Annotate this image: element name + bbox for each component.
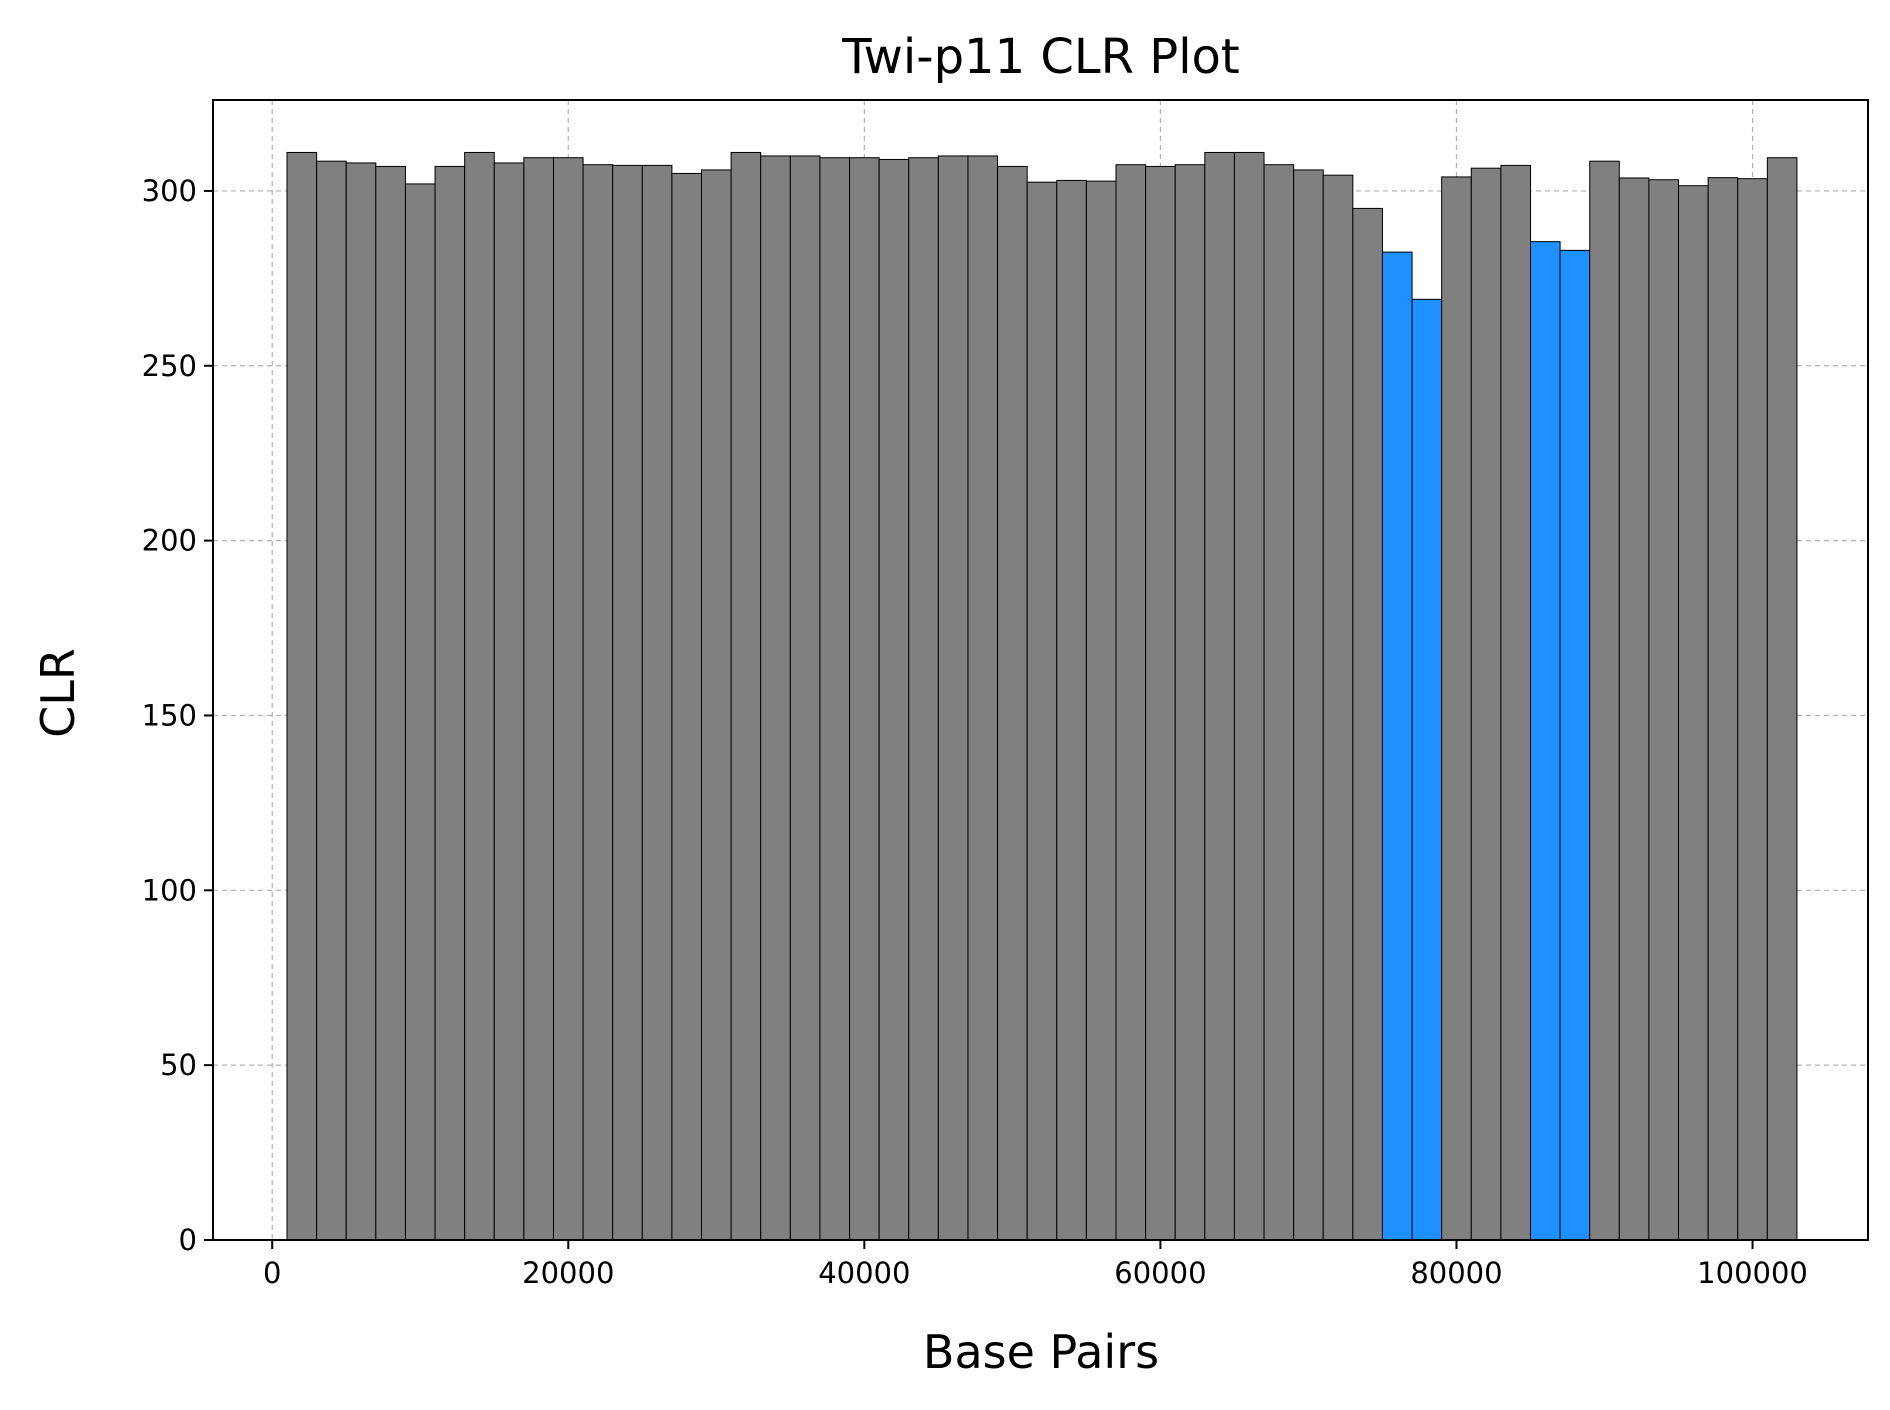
bars — [286, 151, 1798, 1241]
x-tick-label: 80000 — [1410, 1256, 1502, 1290]
chart-title: Twi-p11 CLR Plot — [841, 29, 1239, 85]
bar — [1500, 164, 1531, 1241]
bar — [1678, 185, 1709, 1241]
bar — [1263, 164, 1295, 1241]
y-tick-label: 0 — [179, 1223, 197, 1257]
bar — [552, 157, 584, 1241]
bar-highlighted — [1411, 298, 1443, 1241]
bar — [1618, 177, 1650, 1241]
bar — [1737, 178, 1768, 1241]
x-tick-label: 20000 — [522, 1256, 614, 1290]
bar — [1589, 160, 1620, 1241]
bar — [1056, 179, 1087, 1241]
y-tick-label: 50 — [160, 1048, 197, 1082]
bar — [849, 157, 880, 1241]
bar — [760, 155, 791, 1241]
bar — [523, 157, 554, 1241]
bar — [434, 165, 466, 1241]
bar — [701, 169, 732, 1241]
y-axis-title: CLR — [31, 648, 85, 738]
bar — [671, 172, 703, 1241]
bar — [1322, 174, 1354, 1241]
bar — [1293, 169, 1324, 1241]
y-tick-label: 150 — [142, 698, 197, 732]
plot-frame — [212, 99, 1869, 1241]
bar — [878, 158, 910, 1241]
bar — [1352, 207, 1383, 1241]
bar — [789, 155, 821, 1241]
bar — [1441, 176, 1472, 1241]
bar-highlighted — [1529, 241, 1561, 1241]
bar — [908, 157, 939, 1241]
bar — [286, 151, 318, 1241]
bar — [937, 155, 969, 1241]
axis-ticks: 0 20000 40000 60000 80000 100000 0 50 100 150 200 2… — [142, 174, 1808, 1290]
bar — [375, 165, 406, 1241]
x-tick-label: 100000 — [1697, 1256, 1808, 1290]
bar — [967, 155, 999, 1241]
bar — [1233, 151, 1265, 1241]
bar — [1085, 180, 1117, 1241]
bar — [730, 151, 762, 1241]
bar — [1026, 181, 1058, 1241]
bar-highlighted — [1559, 249, 1591, 1241]
bar — [582, 164, 614, 1241]
bar — [493, 162, 525, 1241]
bar — [612, 164, 643, 1241]
bar — [1174, 164, 1206, 1241]
x-tick-label: 0 — [263, 1256, 281, 1290]
x-axis-title: Base Pairs — [923, 1325, 1159, 1379]
bar — [1204, 151, 1235, 1241]
bar — [1766, 157, 1798, 1241]
x-tick-label: 40000 — [818, 1256, 910, 1290]
bar-highlighted — [1381, 251, 1413, 1241]
bar — [464, 151, 495, 1241]
x-tick-label: 60000 — [1114, 1256, 1206, 1290]
bar — [1115, 164, 1147, 1241]
bar — [1145, 165, 1176, 1241]
bar — [997, 165, 1028, 1241]
bar — [1707, 177, 1739, 1241]
bar — [404, 183, 436, 1241]
y-tick-label: 250 — [142, 349, 197, 383]
bar — [1648, 179, 1680, 1241]
bar — [316, 160, 347, 1241]
bar — [641, 164, 673, 1241]
y-tick-label: 100 — [142, 873, 197, 907]
bar — [1470, 167, 1502, 1241]
y-tick-label: 200 — [142, 524, 197, 558]
bar — [345, 162, 377, 1241]
y-tick-label: 300 — [142, 174, 197, 208]
bar — [819, 157, 851, 1241]
